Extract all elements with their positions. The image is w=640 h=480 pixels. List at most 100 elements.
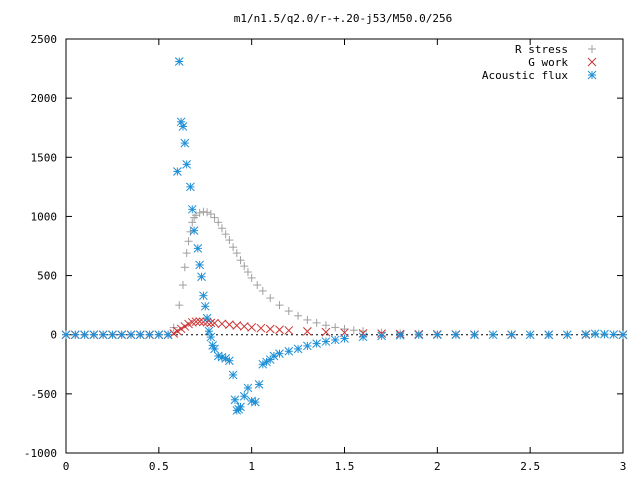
data-point (186, 182, 195, 192)
data-point (229, 243, 238, 252)
x-tick-label: 2.5 (520, 460, 540, 473)
data-point (275, 325, 284, 335)
data-point (340, 334, 349, 343)
data-point (432, 330, 442, 340)
data-point (89, 330, 99, 340)
data-point (451, 330, 461, 340)
data-point (169, 329, 179, 338)
data-point (544, 330, 554, 340)
data-point (600, 329, 609, 339)
legend-marker (587, 57, 597, 67)
data-point (618, 330, 628, 340)
data-point (187, 317, 197, 327)
data-point (210, 213, 219, 222)
data-point (202, 313, 212, 323)
x-tick-label: 2 (434, 460, 441, 473)
data-point (174, 57, 184, 66)
data-point (256, 323, 266, 333)
data-point (321, 337, 331, 346)
plot-frame (65, 38, 624, 454)
data-point (303, 341, 312, 351)
y-tick-label: 1000 (31, 210, 58, 223)
y-tick-label: 500 (37, 270, 57, 283)
data-point (525, 330, 535, 340)
data-point (275, 349, 284, 358)
data-point (303, 315, 312, 324)
data-point (294, 311, 303, 320)
data-point (199, 207, 208, 216)
series-layer (61, 57, 628, 415)
legend-marker (587, 70, 597, 80)
data-point (340, 325, 349, 334)
x-tick-label: 1 (248, 460, 255, 473)
data-point (349, 326, 358, 335)
data-point (195, 260, 205, 270)
data-point (108, 330, 117, 340)
data-point (176, 324, 186, 334)
data-point (321, 321, 330, 330)
legend-marker (588, 45, 596, 53)
legend-label: R stress (515, 43, 568, 56)
data-point (312, 318, 321, 327)
data-point (199, 291, 208, 301)
data-point (210, 318, 219, 328)
x-tick-label: 0.5 (149, 460, 169, 473)
data-point (173, 167, 182, 176)
data-point (488, 330, 498, 340)
data-point (180, 263, 189, 272)
y-tick-label: 1500 (31, 151, 58, 164)
data-point (321, 327, 331, 337)
data-point (330, 335, 340, 345)
data-point (178, 281, 187, 290)
data-point (206, 318, 216, 328)
data-point (197, 272, 206, 282)
data-point (206, 210, 215, 219)
data-point (230, 395, 240, 405)
data-point (266, 294, 275, 303)
data-point (303, 327, 312, 336)
data-point (225, 356, 234, 366)
data-point (217, 224, 226, 233)
data-point (265, 324, 275, 334)
data-point (182, 249, 191, 258)
data-point (293, 344, 303, 354)
data-point (243, 383, 253, 393)
data-point (581, 330, 591, 339)
data-point (200, 301, 210, 311)
data-point (195, 317, 205, 326)
data-point (236, 256, 245, 265)
data-point (182, 160, 192, 169)
data-point (178, 122, 188, 131)
data-point (562, 330, 572, 340)
data-point (189, 226, 199, 235)
data-point (358, 332, 368, 342)
data-point (191, 317, 201, 327)
data-point (331, 323, 340, 332)
data-point (225, 236, 234, 245)
data-point (236, 402, 245, 412)
y-tick-label: 2000 (31, 92, 58, 105)
series-0 (62, 207, 627, 339)
y-tick-label: -500 (31, 388, 58, 401)
data-point (609, 330, 619, 339)
data-point (154, 330, 164, 340)
data-point (247, 323, 257, 332)
data-point (135, 330, 145, 340)
data-point (210, 344, 219, 354)
data-point (203, 208, 212, 217)
y-tick-label: 2500 (31, 33, 58, 46)
data-point (195, 208, 204, 217)
data-point (204, 326, 214, 336)
data-point (145, 330, 154, 340)
data-point (217, 319, 227, 329)
data-point (187, 204, 197, 214)
data-point (284, 346, 294, 356)
data-point (180, 322, 190, 331)
data-point (275, 301, 284, 310)
data-point (173, 326, 182, 336)
data-point (232, 321, 242, 330)
data-point (312, 339, 322, 348)
data-point (214, 218, 223, 227)
